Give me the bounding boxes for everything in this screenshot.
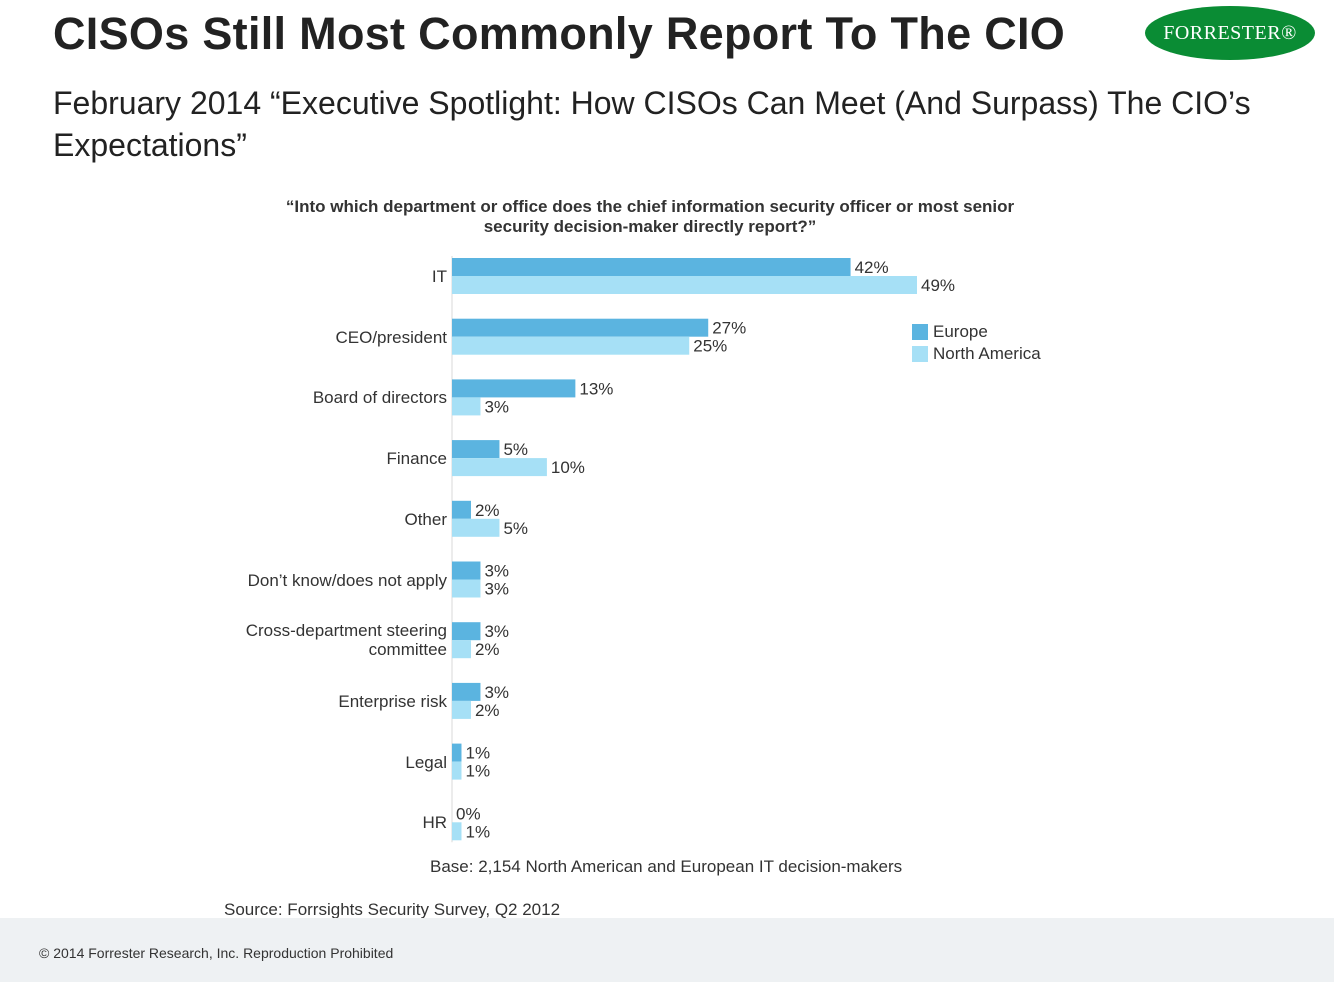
value-label-other-europe: 2% <box>475 501 500 520</box>
copyright-text: © 2014 Forrester Research, Inc. Reproduc… <box>39 945 394 961</box>
category-label-board-of-directors: Board of directors <box>312 388 447 408</box>
forrester-logo: FORRESTER® <box>1145 6 1315 60</box>
value-label-enterprise-risk-europe: 3% <box>484 683 509 702</box>
legend-label-europe: Europe <box>933 322 988 341</box>
bar-finance-north-america <box>452 458 547 477</box>
bar-don-t-know-does-not-apply-europe <box>452 561 481 580</box>
category-label-legal: Legal <box>405 752 447 772</box>
bar-cross-department-steering-committee-north-america <box>452 640 471 659</box>
base-note: Base: 2,154 North American and European … <box>430 857 903 876</box>
category-label-it: IT <box>431 267 447 286</box>
category-label-cross-department-steering-committee: Cross-department steering committee <box>245 621 447 660</box>
footer-bar: © 2014 Forrester Research, Inc. Reproduc… <box>0 918 1334 982</box>
source-note: Source: Forrsights Security Survey, Q2 2… <box>224 900 561 919</box>
bar-other-north-america <box>452 518 500 537</box>
bar-enterprise-risk-europe <box>452 682 481 701</box>
chart-legend: Europe North America <box>912 321 1041 365</box>
legend-swatch-europe <box>912 324 928 340</box>
category-label-finance: Finance <box>386 449 447 469</box>
category-label-enterprise-risk: Enterprise risk <box>338 691 447 711</box>
category-label-other: Other <box>404 509 447 529</box>
category-label-hr: HR <box>422 813 447 833</box>
bar-board-of-directors-north-america <box>452 397 481 416</box>
value-label-cross-department-steering-committee-north-america: 2% <box>475 640 500 659</box>
bar-ceo-president-europe <box>452 318 709 337</box>
value-label-legal-north-america: 1% <box>465 762 490 781</box>
bar-board-of-directors-europe <box>452 379 576 398</box>
bar-cross-department-steering-committee-europe <box>452 622 481 641</box>
value-label-hr-europe: 0% <box>456 804 481 823</box>
value-label-finance-north-america: 10% <box>551 458 585 477</box>
slide-subtitle: February 2014 “Executive Spotlight: How … <box>53 85 1251 163</box>
value-label-don-t-know-does-not-apply-europe: 3% <box>484 562 509 581</box>
value-label-legal-europe: 1% <box>465 744 490 763</box>
category-label-ceo-president: CEO/president <box>335 327 448 347</box>
logo-text: FORRESTER® <box>1163 21 1297 44</box>
legend-item-north-america: North America <box>912 343 1041 365</box>
value-label-it-north-america: 49% <box>921 276 955 295</box>
slide-title: CISOs Still Most Commonly Report To The … <box>53 8 1066 59</box>
category-label-don-t-know-does-not-apply: Don’t know/does not apply <box>247 570 447 590</box>
bar-don-t-know-does-not-apply-north-america <box>452 579 481 598</box>
bar-finance-europe <box>452 440 500 459</box>
bar-ceo-president-north-america <box>452 336 690 355</box>
value-label-other-north-america: 5% <box>503 519 528 538</box>
legend-swatch-north-america <box>912 346 928 362</box>
value-label-enterprise-risk-north-america: 2% <box>475 701 500 720</box>
value-label-hr-north-america: 1% <box>465 822 490 841</box>
legend-item-europe: Europe <box>912 321 1041 343</box>
bar-it-europe <box>452 258 851 276</box>
value-label-board-of-directors-europe: 13% <box>579 379 613 398</box>
bar-legal-north-america <box>452 761 462 780</box>
bar-other-europe <box>452 500 471 519</box>
bar-enterprise-risk-north-america <box>452 700 471 719</box>
bar-it-north-america <box>452 276 917 294</box>
value-label-it-europe: 42% <box>855 258 889 277</box>
value-label-finance-europe: 5% <box>503 440 528 459</box>
chart-title: “Into which department or office does th… <box>285 197 1015 236</box>
value-label-board-of-directors-north-america: 3% <box>484 397 509 416</box>
value-label-ceo-president-europe: 27% <box>712 319 746 338</box>
value-label-don-t-know-does-not-apply-north-america: 3% <box>484 580 509 599</box>
value-label-ceo-president-north-america: 25% <box>693 337 727 356</box>
legend-label-north-america: North America <box>933 344 1041 363</box>
bar-hr-north-america <box>452 822 462 841</box>
bar-legal-europe <box>452 743 462 762</box>
value-label-cross-department-steering-committee-europe: 3% <box>484 622 509 641</box>
